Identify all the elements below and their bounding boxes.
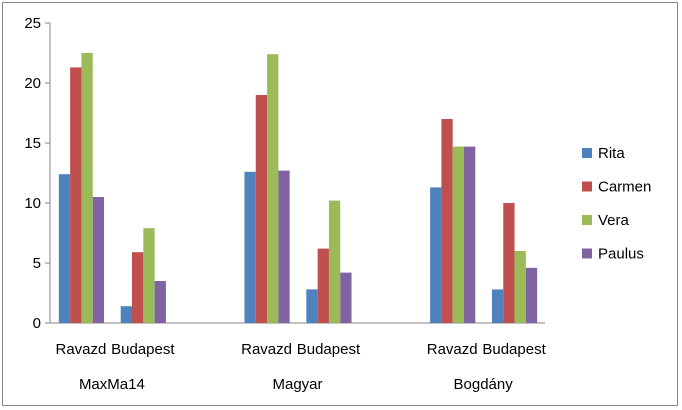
bar-carmen-1 [132, 252, 144, 323]
legend-label-carmen: Carmen [598, 179, 651, 196]
x-category-label: Ravazd [241, 341, 292, 358]
x-group-label: Magyar [272, 376, 322, 393]
bar-vera-0 [81, 53, 93, 323]
bar-carmen-5 [503, 203, 515, 323]
bar-rita-4 [430, 187, 442, 323]
legend-label-vera: Vera [598, 212, 630, 229]
bar-vera-5 [514, 251, 526, 323]
legend-swatch-vera [582, 215, 592, 225]
x-group-label: Bogdány [454, 376, 514, 393]
bar-rita-1 [120, 306, 133, 323]
bar-rita-3 [306, 289, 318, 323]
y-tick-label: 10 [24, 195, 41, 212]
bar-carmen-0 [70, 67, 82, 324]
bar-paulus-1 [154, 281, 166, 323]
x-category-label: Ravazd [427, 341, 478, 358]
bar-rita-0 [58, 174, 71, 323]
bar-vera-2 [267, 54, 279, 323]
y-tick-label: 0 [33, 315, 41, 332]
y-tick-label: 5 [33, 255, 41, 272]
bar-paulus-2 [278, 170, 290, 323]
y-tick-label: 15 [24, 135, 41, 152]
legend-swatch-rita [582, 148, 592, 158]
bar-vera-4 [452, 146, 464, 323]
x-category-label: Budapest [297, 341, 361, 358]
bar-paulus-0 [92, 197, 105, 323]
x-group-label: MaxMa14 [79, 376, 145, 393]
bar-paulus-3 [340, 272, 352, 323]
bars [58, 53, 538, 324]
x-category-label: Budapest [482, 341, 546, 358]
bar-paulus-5 [525, 267, 538, 323]
legend-swatch-paulus [582, 248, 592, 259]
legend-label-rita: Rita [598, 145, 625, 162]
x-category-label: Budapest [111, 341, 175, 358]
bar-vera-1 [143, 228, 155, 323]
y-tick-label: 25 [24, 15, 41, 32]
bar-carmen-4 [441, 119, 453, 323]
legend-label-paulus: Paulus [598, 246, 644, 263]
bar-carmen-3 [317, 248, 329, 323]
bar-vera-3 [328, 200, 341, 323]
bar-rita-5 [491, 289, 504, 323]
bar-paulus-4 [463, 146, 476, 323]
legend: Rita Carmen Vera Paulus [582, 145, 651, 263]
legend-swatch-carmen [582, 181, 592, 192]
bar-carmen-2 [255, 95, 268, 323]
bar-rita-2 [244, 171, 256, 323]
x-category-label: Ravazd [56, 341, 107, 358]
y-tick-label: 20 [24, 75, 41, 92]
